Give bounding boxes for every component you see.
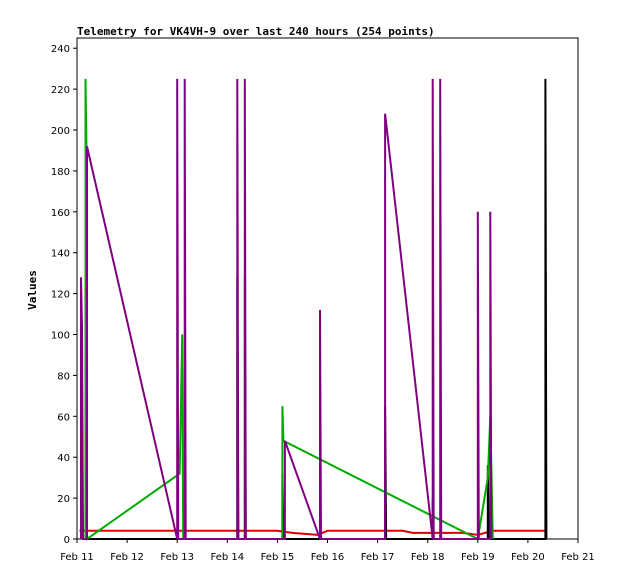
y-tick-label: 80 [57, 371, 70, 382]
y-tick-label: 180 [51, 167, 70, 178]
plot-area [76, 37, 579, 540]
series-line-0 [79, 529, 546, 536]
chart-title: Telemetry for VK4VH-9 over last 240 hour… [77, 25, 435, 38]
y-tick-label: 100 [51, 331, 70, 342]
series-layer [79, 78, 548, 541]
y-tick-label: 40 [57, 453, 70, 464]
x-tick-label: Feb 15 [261, 552, 295, 563]
y-tick-label: 20 [57, 494, 70, 505]
y-tick-label: 240 [51, 44, 70, 55]
x-tick-label: Feb 13 [160, 552, 194, 563]
y-tick-label: 200 [51, 126, 70, 137]
y-tick-label: 220 [51, 85, 70, 96]
y-tick-label: 120 [51, 290, 70, 301]
x-tick-label: Feb 21 [561, 552, 595, 563]
x-tick-label: Feb 18 [411, 552, 445, 563]
x-tick-label: Feb 16 [311, 552, 345, 563]
y-tick-label: 160 [51, 208, 70, 219]
y-axis: 0 20 40 60 80 100 120 140 160 180 200 220 240 [51, 44, 77, 546]
x-tick-label: Feb 17 [361, 552, 395, 563]
x-tick-label: Feb 20 [511, 552, 545, 563]
y-tick-label: 0 [64, 535, 70, 546]
x-axis: Feb 11 Feb 12 Feb 13 Feb 14 Feb 15 Feb 16 Feb … [60, 539, 595, 563]
y-axis-label: Values [26, 270, 39, 310]
x-tick-label: Feb 14 [210, 552, 244, 563]
y-tick-label: 60 [57, 412, 70, 423]
y-tick-label: 140 [51, 249, 70, 260]
x-tick-label: Feb 12 [110, 552, 144, 563]
x-tick-label: Feb 11 [60, 552, 94, 563]
x-tick-label: Feb 19 [461, 552, 495, 563]
